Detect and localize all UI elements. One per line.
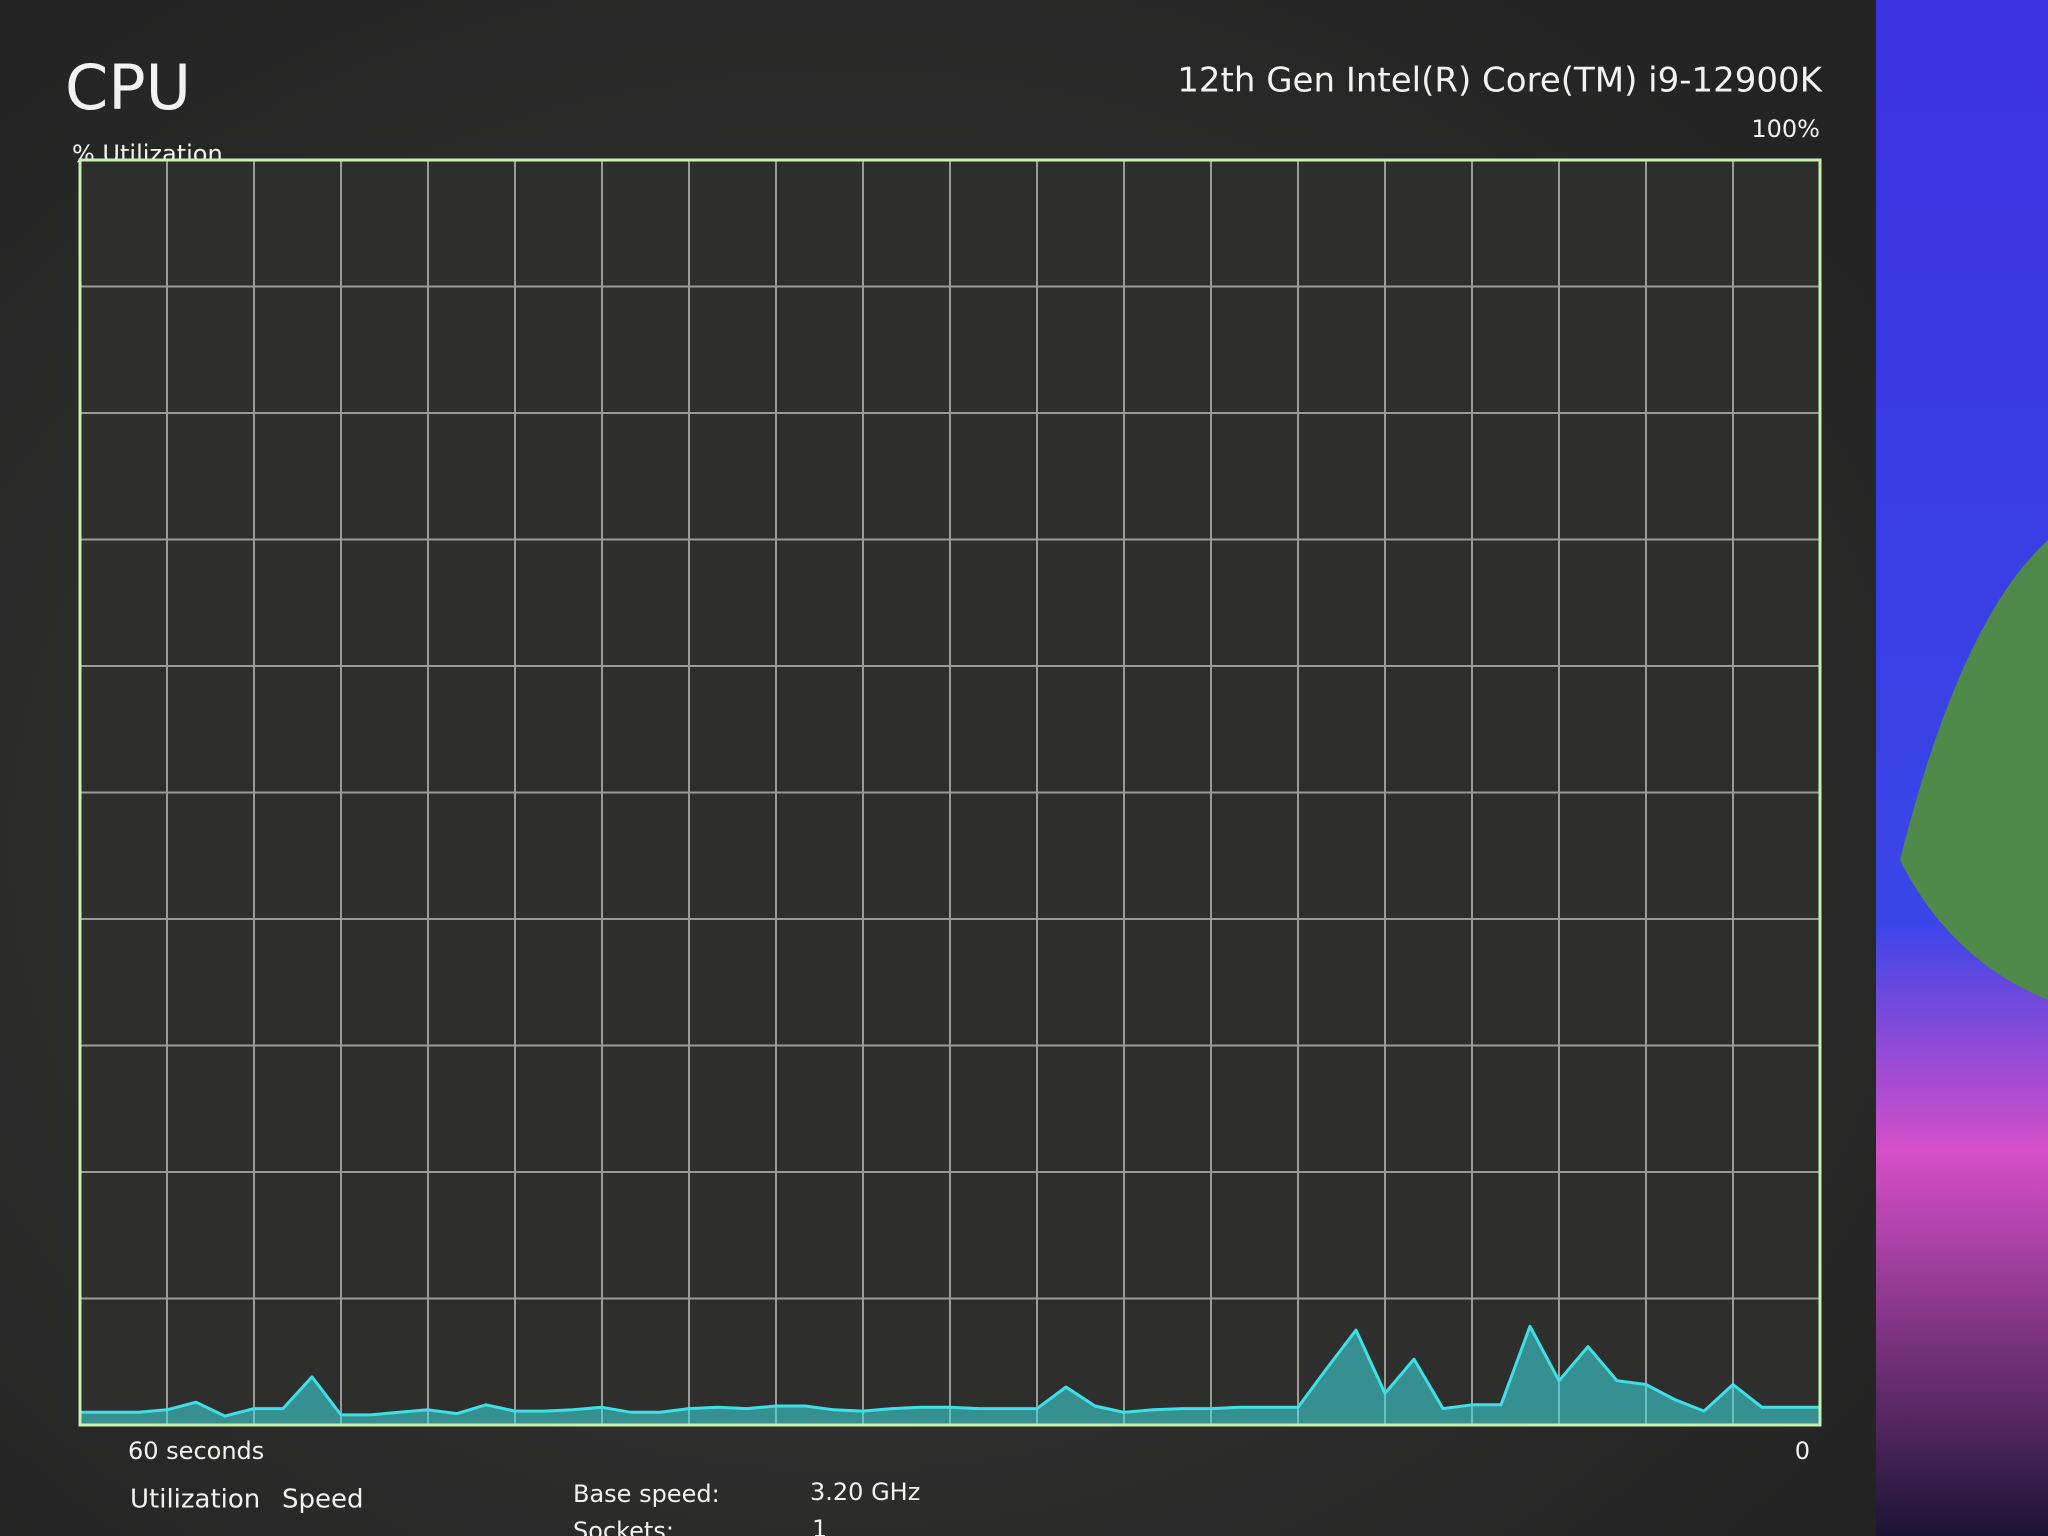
stat-label: Speed <box>282 1485 364 1515</box>
stat-label: Base speed: <box>573 1480 720 1508</box>
page-title: CPU <box>65 51 191 124</box>
x-tick-label: 60 seconds <box>128 1437 264 1465</box>
stat-value: 3.20 GHz <box>810 1478 920 1506</box>
processor-name: 12th Gen Intel(R) Core(TM) i9-12900K <box>1177 61 1823 101</box>
stat-value: 1 <box>812 1515 827 1536</box>
y-tick-label: 100% <box>1751 115 1820 143</box>
cpu-graph: 100% 60 seconds 0 <box>78 115 1822 1465</box>
stat-label: Sockets: <box>573 1517 674 1536</box>
utilization-area <box>80 1326 1820 1425</box>
wallpaper-leaf <box>1900 540 2048 1000</box>
utilization-line <box>80 1324 1820 1418</box>
x-tick-label: 0 <box>1795 1437 1810 1465</box>
graph-border <box>78 158 1822 1427</box>
stat-label: Utilization <box>130 1485 260 1515</box>
